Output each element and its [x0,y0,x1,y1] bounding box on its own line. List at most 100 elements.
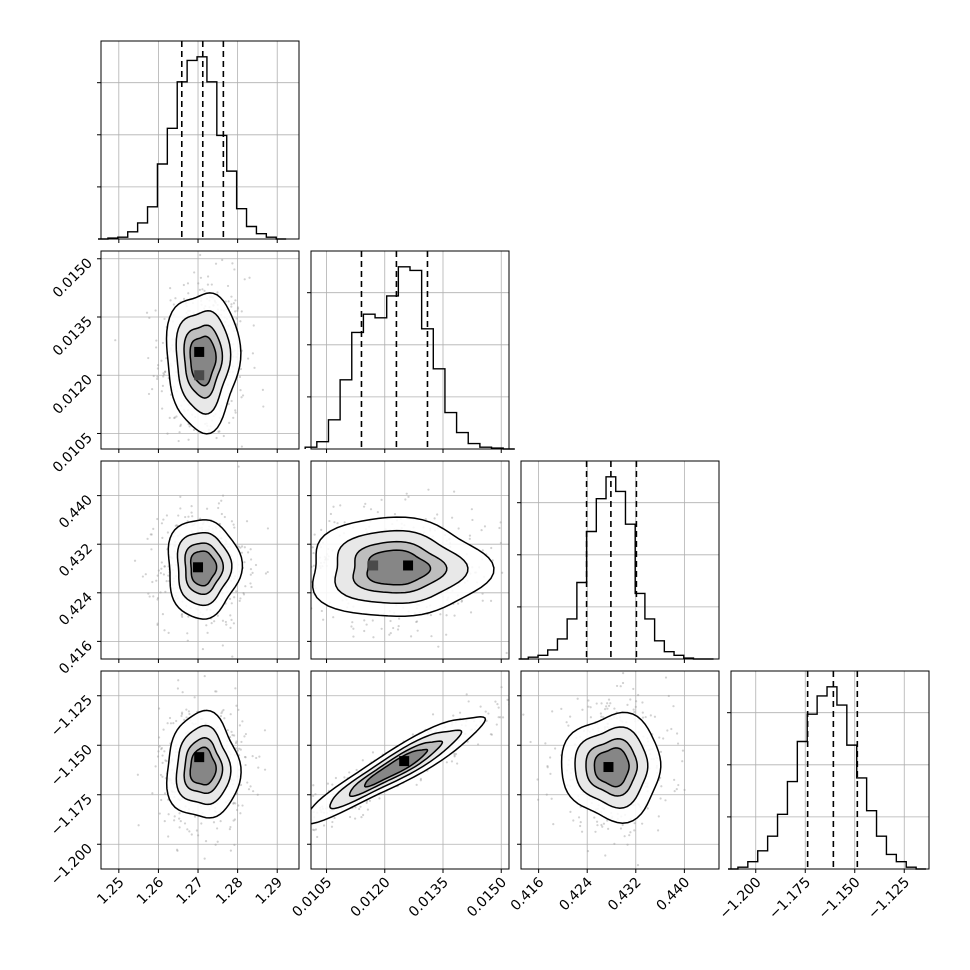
scatter-point [176,849,179,852]
scatter-point [184,455,186,457]
scatter-point [450,760,454,763]
density-panel [289,460,510,660]
scatter-point [198,288,201,291]
panel-content [101,671,299,869]
scatter-point [216,827,219,830]
scatter-point [206,283,210,286]
scatter-point [190,511,193,514]
scatter-point [249,573,252,576]
scatter-point [636,864,640,867]
scatter-point [219,820,222,823]
scatter-point [499,541,502,545]
scatter-point [599,712,602,715]
scatter-point [220,512,223,516]
scatter-point [178,817,181,820]
scatter-point [160,390,163,393]
scatter-point [241,720,244,723]
scatter-point [246,781,249,784]
scatter-point [469,611,473,614]
y-tick-label: 0.0105 [50,430,96,476]
scatter-point [249,558,253,561]
scatter-point [673,778,676,781]
scatter-point [430,635,433,638]
scatter-point [220,711,223,715]
scatter-point [333,816,336,820]
y-tick-label: 0.440 [56,492,96,532]
scatter-point [173,815,176,818]
scatter-point [145,311,149,314]
density-contour [189,550,218,587]
scatter-point [445,614,448,617]
histogram-panel [517,460,720,660]
scatter-point [501,716,505,719]
scatter-point [163,317,166,320]
density-peak [194,752,205,763]
scatter-point [216,291,219,294]
scatter-point [266,570,269,574]
scatter-point [183,718,186,721]
scatter-point [565,721,568,724]
scatter-point [641,701,644,704]
scatter-point [240,551,244,554]
scatter-point [683,788,686,792]
scatter-point [419,779,422,782]
scatter-point [148,316,151,319]
scatter-point [187,710,191,713]
scatter-point [234,741,238,745]
scatter-point [232,523,235,526]
scatter-point [224,300,227,303]
scatter-point [167,835,170,838]
scatter-point [232,302,236,305]
scatter-point [160,798,163,802]
scatter-point [603,708,607,711]
scatter-point [366,808,370,811]
scatter-point [234,747,238,750]
scatter-point [229,713,232,716]
scatter-point [185,708,188,711]
scatter-point [506,698,509,701]
scatter-point [156,623,159,627]
scatter-point [235,808,239,812]
scatter-point [178,812,181,815]
scatter-point [659,797,662,800]
scatter-point [251,571,254,574]
x-tick-label: 0.0150 [464,875,510,921]
density-panel [280,670,510,870]
histogram-step [98,56,287,240]
scatter-point [161,341,165,345]
scatter-point [351,621,354,624]
scatter-point [254,563,258,567]
scatter-point [244,585,247,588]
scatter-point [235,590,238,593]
scatter-point [348,815,352,819]
scatter-point [605,705,608,708]
scatter-point [230,399,233,403]
scatter-point [552,823,555,826]
scatter-point [162,372,165,375]
scatter-point [299,827,301,829]
scatter-point [376,511,379,514]
scatter-point [331,820,334,824]
scatter-point [497,706,500,709]
scatter-point [221,494,225,497]
scatter-point [160,522,164,525]
scatter-point [237,545,240,548]
scatter-point [365,623,368,626]
axes-frame [100,40,300,240]
scatter-point [221,258,224,262]
scatter-point [199,276,203,279]
scatter-point [183,822,187,825]
scatter-point [175,848,179,851]
scatter-point [249,785,252,788]
scatter-point [380,498,383,501]
scatter-point [158,736,161,739]
scatter-point [234,411,237,414]
scatter-point [499,521,502,524]
scatter-point [237,708,240,711]
scatter-point [280,826,282,828]
scatter-point [155,339,158,342]
scatter-point [248,276,251,279]
scatter-point [289,534,291,536]
scatter-point [361,813,365,817]
scatter-point [666,729,669,732]
